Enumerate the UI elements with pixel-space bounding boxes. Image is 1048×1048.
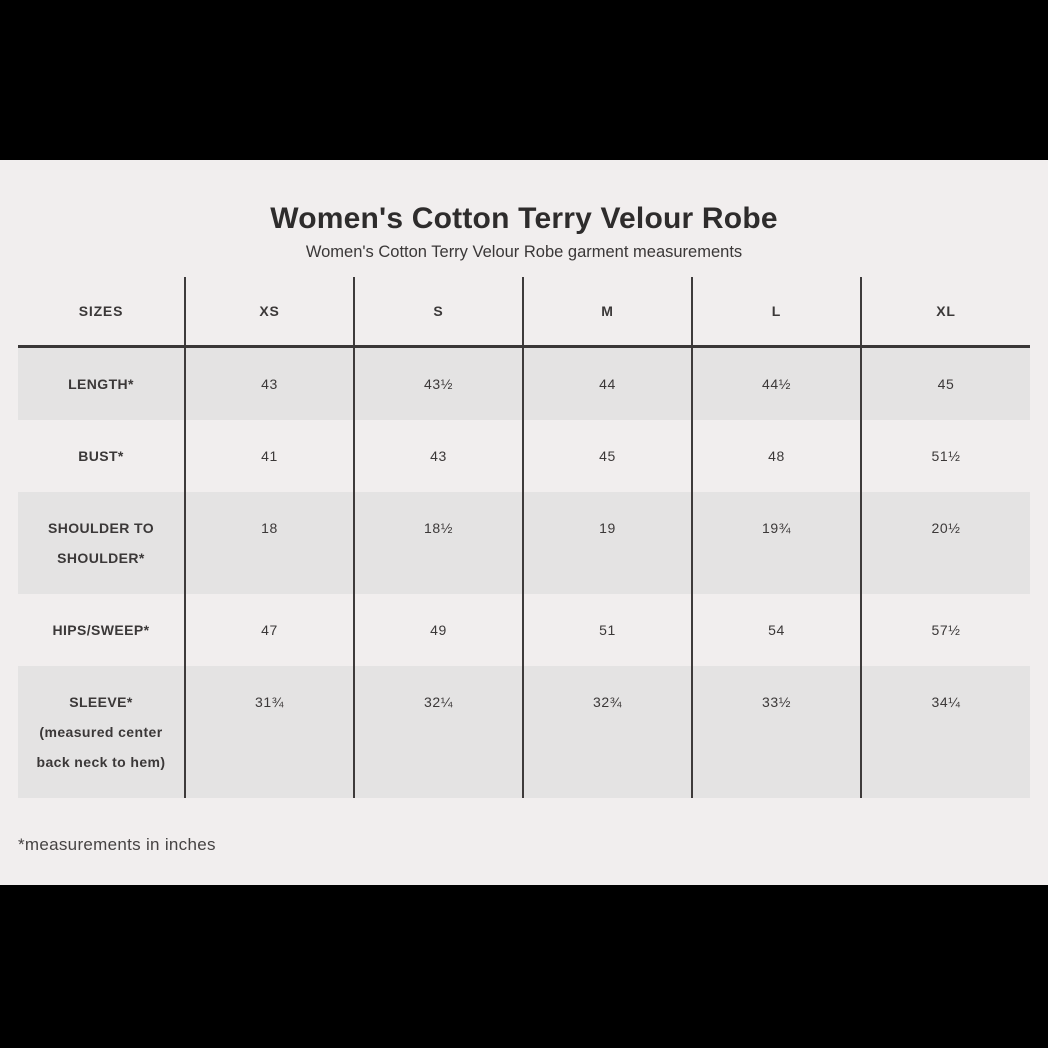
measurements-footnote: *measurements in inches [18,835,216,854]
cell-sleeve-m: 32¾ [521,666,692,798]
column-header-s: S [352,277,523,348]
cell-length-xs: 43 [183,346,354,420]
row-label-shoulder: SHOULDER TO SHOULDER* [47,520,154,566]
cell-shoulder-s: 18½ [352,492,523,594]
row-label-hips: HIPS/SWEEP* [52,622,150,638]
row-label-bust: BUST* [78,448,124,464]
cell-hips-xl: 57½ [859,594,1030,666]
cell-length-s: 43½ [352,346,523,420]
size-chart-table: SIZES XS S M L XL LENGTH* 43 43½ 44 44½ … [18,277,1030,798]
cell-sleeve-xl: 34¼ [859,666,1030,798]
table-row-bust: BUST* 41 43 45 48 51½ [18,420,1030,492]
column-header-xl: XL [859,277,1030,348]
letterbox-top [0,0,1048,160]
column-header-sizes: SIZES [18,277,185,348]
cell-hips-m: 51 [521,594,692,666]
letterbox-bottom [0,885,1048,1048]
table-row-shoulder: SHOULDER TO SHOULDER* 18 18½ 19 19¾ 20½ [18,492,1030,594]
cell-shoulder-xs: 18 [183,492,354,594]
table-header-row: SIZES XS S M L XL [18,277,1030,348]
cell-hips-xs: 47 [183,594,354,666]
row-label-sleeve: SLEEVE* (measured center back neck to he… [36,694,166,770]
table-row-length: LENGTH* 43 43½ 44 44½ 45 [18,346,1030,420]
size-chart-panel: Women's Cotton Terry Velour Robe Women's… [0,160,1048,885]
cell-sleeve-l: 33½ [690,666,861,798]
cell-bust-xl: 51½ [859,420,1030,492]
cell-sleeve-xs: 31¾ [183,666,354,798]
cell-length-m: 44 [521,346,692,420]
cell-bust-s: 43 [352,420,523,492]
column-header-m: M [521,277,692,348]
cell-bust-m: 45 [521,420,692,492]
cell-bust-xs: 41 [183,420,354,492]
cell-length-l: 44½ [690,346,861,420]
cell-sleeve-s: 32¼ [352,666,523,798]
cell-hips-l: 54 [690,594,861,666]
cell-hips-s: 49 [352,594,523,666]
row-label-length: LENGTH* [68,376,134,392]
table-row-sleeve: SLEEVE* (measured center back neck to he… [18,666,1030,798]
column-header-xs: XS [183,277,354,348]
table-row-hips: HIPS/SWEEP* 47 49 51 54 57½ [18,594,1030,666]
page-title: Women's Cotton Terry Velour Robe [270,202,778,235]
cell-shoulder-xl: 20½ [859,492,1030,594]
column-header-l: L [690,277,861,348]
cell-bust-l: 48 [690,420,861,492]
cell-shoulder-l: 19¾ [690,492,861,594]
page-subtitle: Women's Cotton Terry Velour Robe garment… [305,243,743,261]
cell-length-xl: 45 [859,346,1030,420]
cell-shoulder-m: 19 [521,492,692,594]
